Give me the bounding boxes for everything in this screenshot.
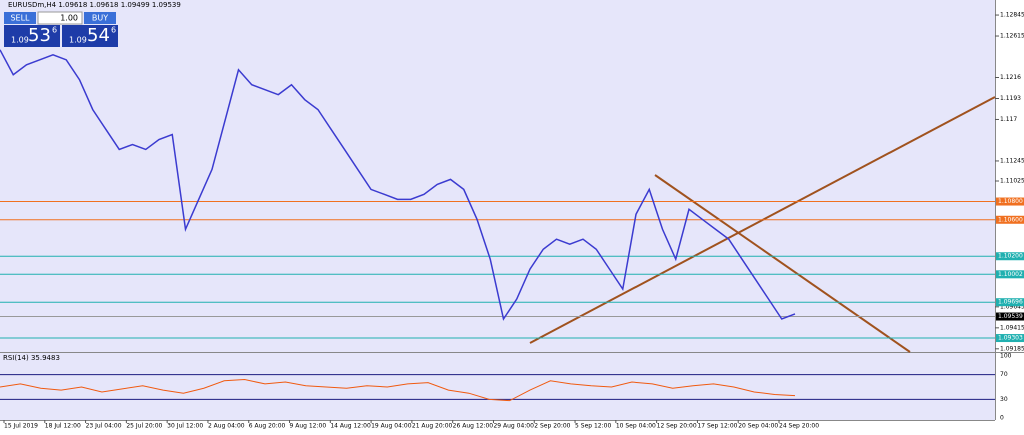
x-tick-label: 15 Jul 2019	[4, 423, 38, 430]
x-tick-label: 24 Sep 20:00	[779, 423, 819, 430]
y-tick-label: 1.11245	[1000, 157, 1024, 164]
bid-main: 53	[28, 25, 51, 46]
x-tick-label: 19 Aug 04:00	[371, 423, 412, 430]
trendline	[654, 174, 911, 353]
x-tick-label: 9 Aug 12:00	[290, 423, 327, 430]
rsi-tick-label: 100	[1000, 353, 1012, 360]
x-tick-label: 5 Sep 12:00	[575, 423, 611, 430]
x-tick-label: 26 Aug 12:00	[453, 423, 494, 430]
level-tag	[996, 298, 1024, 307]
level-tag	[996, 270, 1024, 279]
x-tick-label: 2 Sep 20:00	[534, 423, 570, 430]
price-line	[0, 49, 796, 321]
lot-value: 1.00	[60, 14, 78, 23]
rsi-tick-label: 30	[1000, 396, 1008, 403]
y-tick-label: 1.1193	[1000, 95, 1021, 102]
y-tick-label: 1.09185	[1000, 345, 1024, 352]
x-tick-label: 6 Aug 20:00	[249, 423, 286, 430]
x-tick-label: 20 Sep 04:00	[738, 423, 778, 430]
bid-small: 6	[52, 26, 57, 35]
y-tick-label: 1.12615	[1000, 33, 1024, 40]
bid-big: 1.09	[11, 36, 29, 45]
ask-main: 54	[87, 25, 110, 46]
level-label: 1.09303	[998, 335, 1023, 342]
x-tick-label: 2 Aug 04:00	[208, 423, 245, 430]
y-tick-label: 1.1216	[1000, 74, 1021, 81]
bid-box[interactable]	[4, 25, 60, 47]
x-tick-label: 23 Jul 04:00	[86, 423, 122, 430]
level-tag	[996, 215, 1024, 224]
level-tag	[996, 312, 1024, 321]
x-tick-label: 30 Jul 12:00	[167, 423, 203, 430]
level-label: 1.10002	[998, 271, 1023, 278]
level-label: 1.10600	[998, 216, 1023, 223]
rsi-pane	[0, 353, 995, 420]
sell-button[interactable]	[4, 12, 36, 24]
x-tick-label: 25 Jul 20:00	[126, 423, 162, 430]
price-axis	[995, 0, 1024, 431]
level-label: 1.09539	[998, 313, 1023, 320]
ask-big: 1.09	[69, 36, 87, 45]
level-label: 1.10800	[998, 198, 1023, 205]
x-tick-label: 17 Sep 12:00	[697, 423, 737, 430]
x-tick-label: 29 Aug 04:00	[493, 423, 534, 430]
x-tick-label: 10 Sep 04:00	[616, 423, 656, 430]
ask-box[interactable]	[62, 25, 118, 47]
level-tag	[996, 334, 1024, 343]
level-tag	[996, 252, 1024, 261]
y-tick-label: 1.117	[1000, 116, 1017, 123]
lot-input[interactable]	[37, 11, 83, 25]
x-tick-label: 12 Sep 20:00	[657, 423, 697, 430]
ask-small: 6	[111, 26, 116, 35]
y-tick-label: 1.09645	[1000, 303, 1024, 310]
x-tick-label: 14 Aug 12:00	[330, 423, 371, 430]
rsi-tick-label: 70	[1000, 371, 1008, 378]
y-tick-label: 1.11025	[1000, 178, 1024, 185]
rsi-tick-label: 0	[1000, 415, 1004, 422]
x-tick-label: 18 Jul 12:00	[45, 423, 81, 430]
level-label: 1.10200	[998, 253, 1023, 260]
sell-label: SELL	[10, 14, 30, 23]
level-label: 1.09696	[998, 299, 1023, 306]
buy-button[interactable]	[84, 12, 116, 24]
buy-label: BUY	[92, 14, 108, 23]
x-tick-label: 21 Aug 20:00	[412, 423, 453, 430]
symbol-info: EURUSDm,H4 1.09618 1.09618 1.09499 1.095…	[8, 1, 181, 9]
y-tick-label: 1.09415	[1000, 324, 1024, 331]
y-tick-label: 1.12845	[1000, 12, 1024, 19]
rsi-title: RSI(14) 35.9483	[3, 354, 60, 362]
rsi-line	[0, 379, 796, 402]
level-tag	[996, 197, 1024, 206]
